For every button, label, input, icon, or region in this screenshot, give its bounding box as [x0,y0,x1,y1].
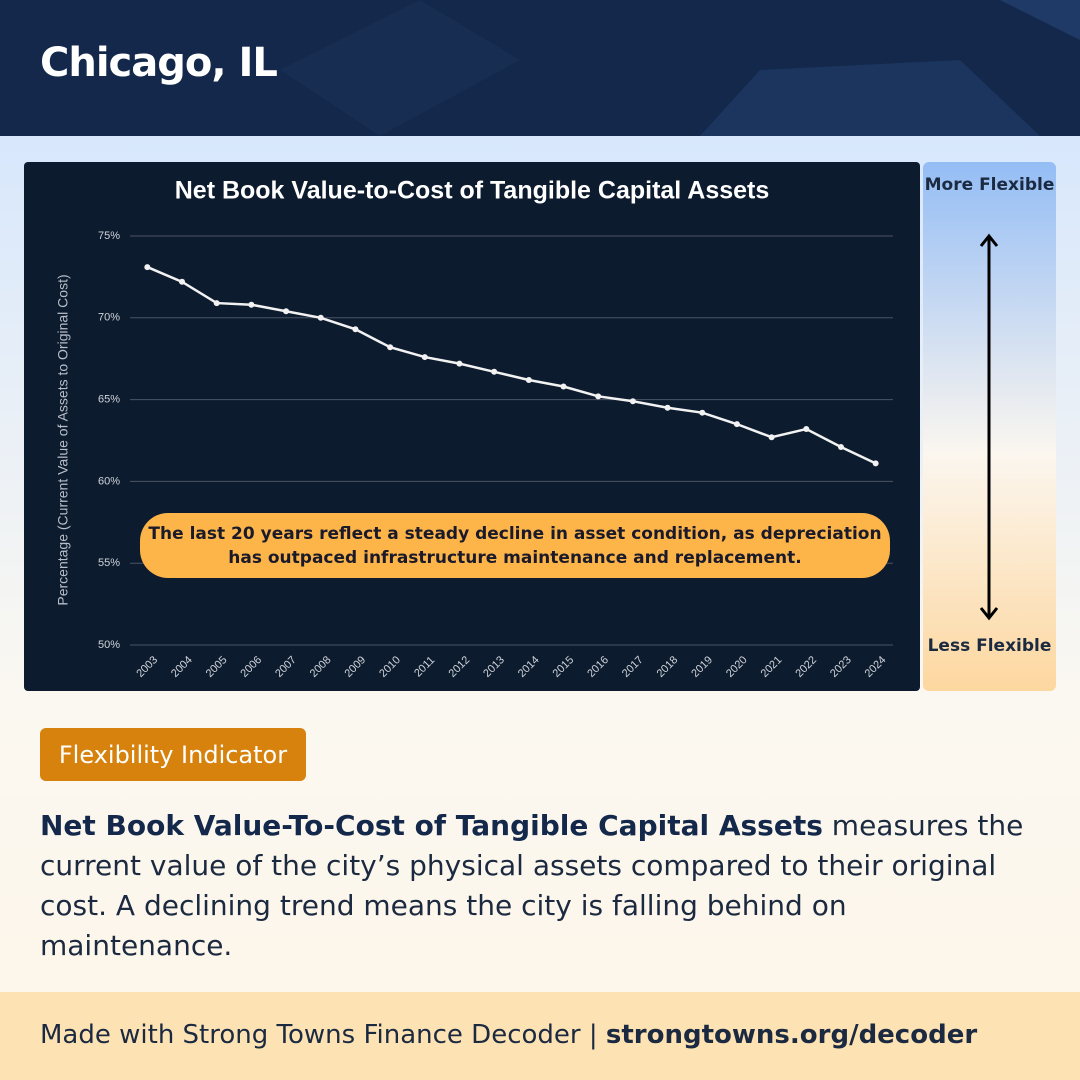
y-axis-label: Percentage (Current Value of Assets to O… [55,274,71,605]
badge: Flexibility Indicator [40,728,306,781]
x-tick-label: 2005 [204,654,230,680]
point [283,308,290,315]
x-tick-label: 2015 [551,654,577,680]
point [803,426,810,433]
x-tick-label: 2004 [169,654,195,680]
y-tick-label: 60% [98,475,120,487]
x-tick-label: 2022 [793,654,819,680]
x-tick-label: 2020 [724,654,750,680]
point [491,368,498,375]
x-tick-label: 2008 [308,654,334,680]
footer-text: Made with Strong Towns Finance Decoder | [40,1020,606,1050]
scale-top: More Flexible [924,175,1055,195]
x-tick-label: 2024 [863,654,889,680]
footer-link: strongtowns.org/decoder [605,1020,978,1050]
point [144,264,151,271]
chart-title: Net Book Value-to-Cost of Tangible Capit… [175,177,770,205]
chart: Net Book Value-to-Cost of Tangible Capit… [24,162,920,691]
description-bold: Net Book Value-To-Cost of Tangible Capit… [40,809,823,842]
point [352,326,359,333]
header: Chicago, IL [0,0,1080,136]
point [456,360,463,367]
point [387,344,394,351]
scale-bottom: Less Flexible [927,636,1052,656]
x-tick-label: 2009 [342,654,368,680]
x-tick-label: 2007 [273,654,299,680]
point [248,301,255,308]
description-text: measures the current value of the city’s… [40,809,1024,962]
y-tick-label: 70% [98,312,120,324]
x-tick-label: 2017 [620,654,646,680]
page-title: Chicago, IL [40,40,278,86]
point [664,404,671,411]
x-tick-label: 2010 [377,654,403,680]
annotation: The last 20 years reflect a steady decli… [140,513,890,578]
x-tick-label: 2021 [759,654,785,680]
point [872,460,879,467]
point [525,376,532,383]
point [768,434,775,441]
flexibility-scale: More Flexible Less Flexible [923,162,1056,691]
point [733,421,740,428]
point [629,398,636,405]
y-tick-label: 65% [98,394,120,406]
point [179,278,186,285]
line [146,265,877,465]
point [560,383,567,390]
y-tick-label: 55% [98,557,120,569]
header-decoration [280,0,1080,136]
point [421,354,428,361]
y-tick-label: 75% [98,230,120,242]
double-arrow [979,233,999,621]
x-tick-label: 2014 [516,654,542,680]
x-tick-label: 2023 [828,654,854,680]
point [595,393,602,400]
point [317,314,324,321]
x-tick-label: 2016 [585,654,611,680]
x-tick-label: 2003 [134,654,160,680]
y-tick-label: 50% [98,639,120,651]
x-tick-label: 2013 [481,654,507,680]
footer: Made with Strong Towns Finance Decoder |… [0,992,1080,1080]
x-tick-label: 2012 [447,654,473,680]
x-tick-label: 2019 [689,654,715,680]
description: Net Book Value-To-Cost of Tangible Capit… [40,806,1040,966]
x-tick-label: 2018 [655,654,681,680]
point [837,444,844,451]
x-tick-label: 2006 [238,654,264,680]
x-tick-label: 2011 [412,654,437,679]
point [213,300,220,307]
point [699,409,706,416]
